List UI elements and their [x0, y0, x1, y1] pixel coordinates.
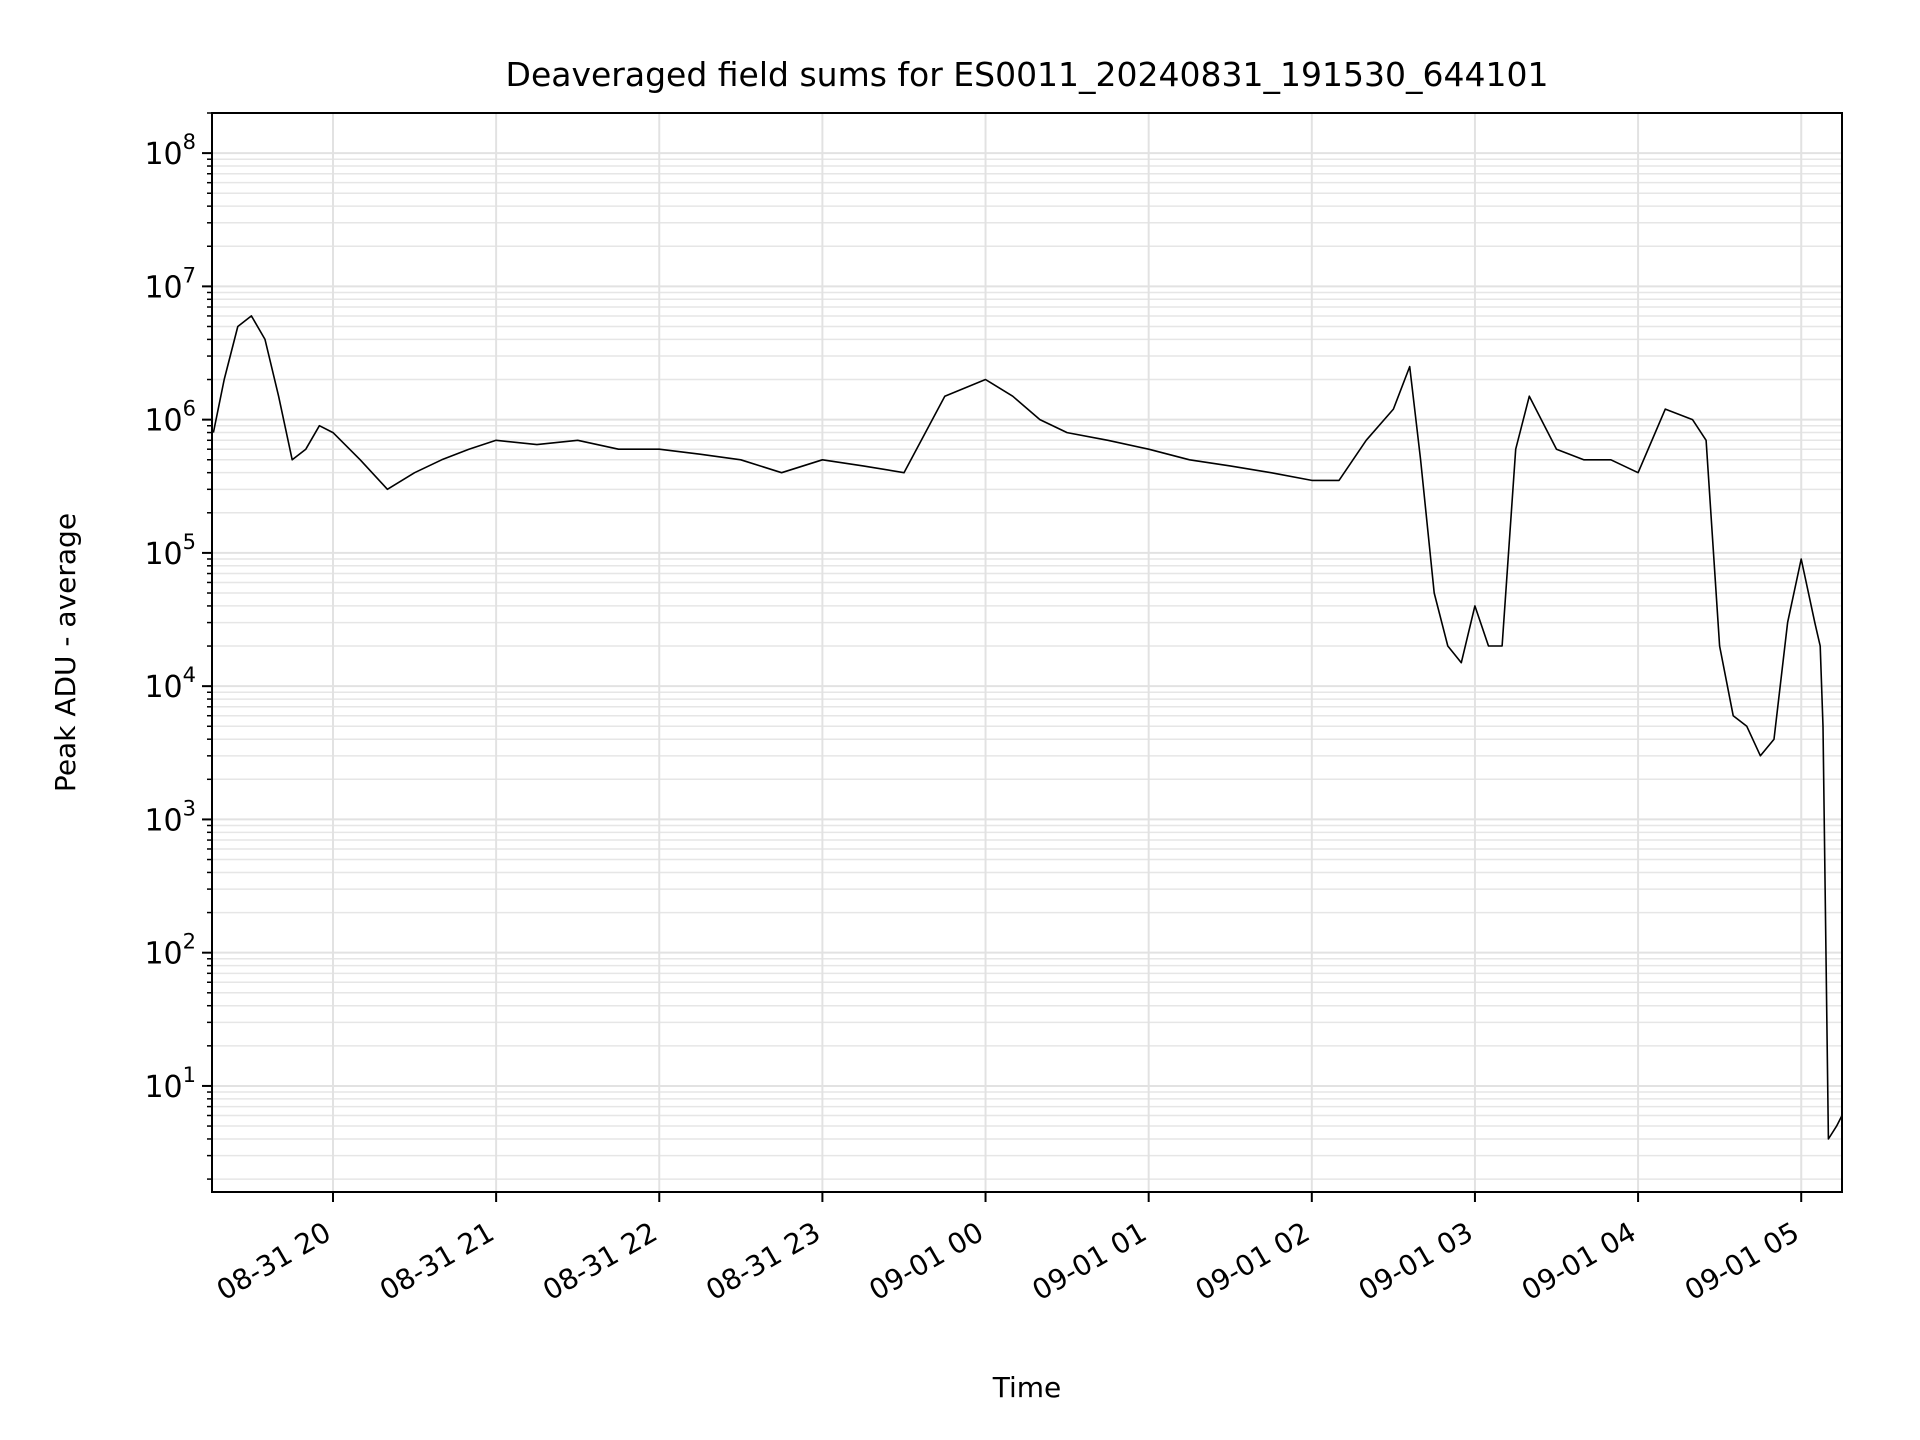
- y-tick-label: 104: [144, 663, 196, 705]
- series-line-0: [212, 315, 1843, 1140]
- plot-frame: [211, 112, 1843, 1193]
- y-tick-label: 105: [144, 530, 196, 572]
- series-group: [212, 315, 1843, 1140]
- grid-major-lines: [212, 113, 1842, 1192]
- y-tick-label: 107: [144, 263, 196, 305]
- y-axis-label: Peak ADU - average: [49, 513, 82, 792]
- x-axis-label: Time: [992, 1371, 1062, 1404]
- y-tick-label: 101: [144, 1063, 196, 1105]
- y-tick-label: 103: [144, 796, 196, 838]
- chart-title: Deaveraged field sums for ES0011_2024083…: [506, 55, 1549, 94]
- y-tick-label: 106: [144, 397, 196, 439]
- y-tick-label: 108: [144, 130, 196, 172]
- y-axis-ticks: 101 102 103 104 105 106 107 108: [144, 112, 212, 1180]
- y-tick-label: 102: [144, 930, 196, 972]
- grid-minor-lines: [212, 112, 1842, 1180]
